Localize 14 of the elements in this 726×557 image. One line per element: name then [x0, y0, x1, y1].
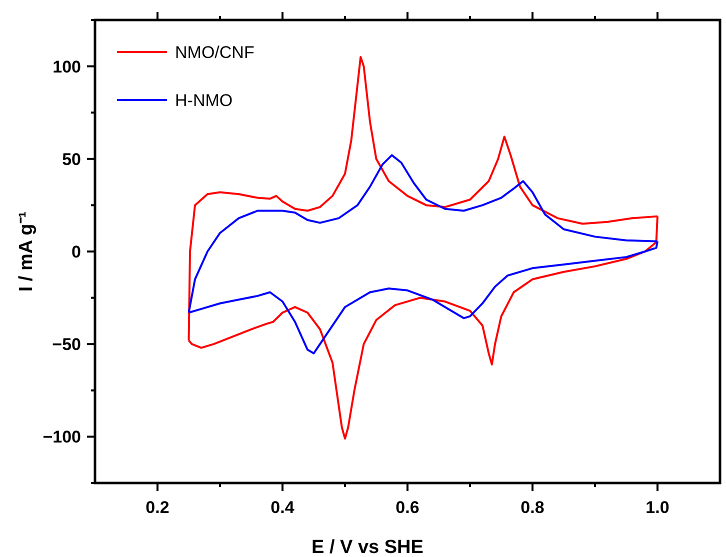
legend-label: H-NMO — [175, 90, 233, 110]
x-tick-label: 0.8 — [520, 498, 544, 517]
y-tick-label: 50 — [62, 150, 81, 169]
y-tick-label: 100 — [52, 57, 81, 76]
y-axis-title: I / mA g⁻¹ — [16, 211, 37, 292]
legend-label: NMO/CNF — [175, 42, 254, 62]
x-tick-label: 0.4 — [270, 498, 295, 517]
x-tick-label: 0.6 — [396, 498, 420, 517]
x-tick-label: 0.2 — [146, 498, 170, 517]
x-axis-title: E / V vs SHE — [312, 537, 424, 557]
x-tick-label: 1.0 — [646, 498, 670, 517]
y-tick-label: −50 — [52, 335, 81, 354]
y-tick-label: 0 — [72, 242, 81, 262]
y-tick-label: −100 — [42, 428, 81, 447]
